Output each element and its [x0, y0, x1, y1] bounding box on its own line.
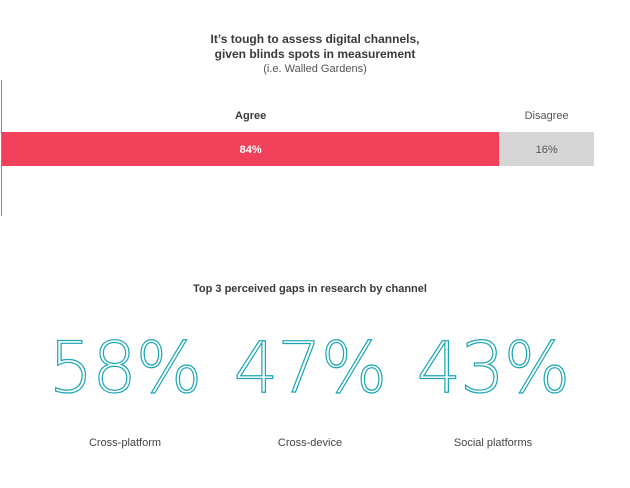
disagree-value-label: 16% [536, 144, 558, 156]
stat-label-cross-device: Cross-device [277, 437, 343, 449]
agree-bar [2, 132, 500, 166]
disagree-series-label: Disagree [525, 110, 569, 122]
chart-title-block: It’s tough to assess digital channels, g… [0, 32, 630, 76]
chart-subtitle: (i.e. Walled Gardens) [263, 63, 367, 75]
stat-label-cross-platform: Cross-platform [88, 437, 162, 449]
left-axis-line [1, 80, 2, 216]
stat-cross-device: 47% Cross-device [210, 327, 410, 449]
stat-value-social-platforms: 43% [416, 327, 571, 409]
agree-value-label: 84% [240, 144, 262, 156]
disagree-bar [499, 132, 594, 166]
stat-social-platforms: 43% Social platforms [393, 327, 593, 449]
chart-title-line-1: It’s tough to assess digital channels, [210, 32, 420, 46]
stat-value-cross-platform: 58% [48, 327, 203, 409]
stacked-bar-chart: Agree Disagree 84% 16% [2, 110, 594, 166]
chart-title-line-2: given blinds spots in measurement [214, 47, 416, 61]
section-title-gaps: Top 3 perceived gaps in research by chan… [193, 283, 427, 295]
stat-cross-platform: 58% Cross-platform [25, 327, 225, 449]
agree-series-label: Agree [235, 110, 266, 122]
stat-label-social-platforms: Social platforms [453, 437, 533, 449]
stat-value-cross-device: 47% [233, 327, 388, 409]
